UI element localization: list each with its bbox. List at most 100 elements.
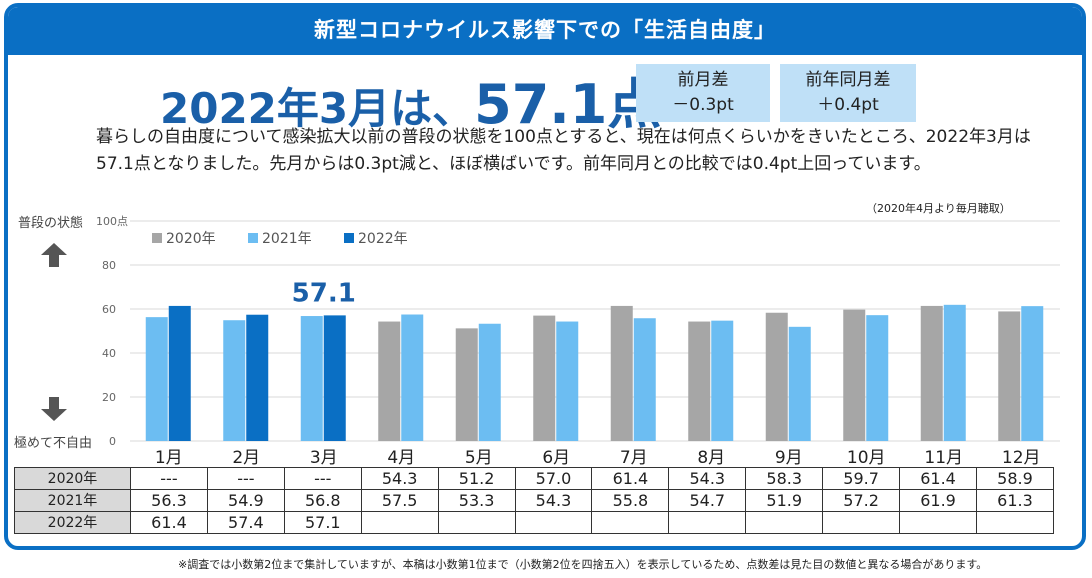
y-axis-ticks: 0 20 40 60 80 100点 (96, 215, 128, 448)
table-cell: 55.8 (591, 489, 670, 512)
footnote: ※調査では小数第2位まで集計していますが、本稿は小数第1位まで（小数第2位を四捨… (178, 558, 988, 571)
x-tick-label: 12月 (1002, 448, 1041, 468)
data-table: 2020年 --- --- --- 54.3 51.2 57.0 61.4 54.3 58.3 59… (14, 467, 1055, 534)
table-cell: --- (206, 467, 285, 490)
bar-2021年-10月 (866, 315, 889, 441)
table-cell: 57.5 (360, 489, 439, 512)
bar-2021年-9月 (788, 326, 811, 441)
table-cell: 56.3 (130, 489, 208, 512)
x-axis-labels: 1月 2月 3月 4月 5月 6月 7月 8月 9月 10月 11月 12月 (155, 448, 1041, 468)
bar-2020年-11月 (920, 305, 943, 441)
x-tick-label: 4月 (387, 448, 415, 468)
table-cell: 58.3 (745, 467, 824, 490)
headline-prefix: 2022年3月は、 (160, 84, 475, 133)
table-cell: 54.9 (206, 489, 285, 512)
bar-2020年-10月 (843, 309, 866, 441)
bar-2021年-8月 (711, 320, 734, 441)
legend-swatch (152, 233, 162, 243)
month-diff-label: 前月差 (677, 70, 729, 90)
legend-swatch (344, 233, 354, 243)
table-cell: 54.3 (668, 467, 747, 490)
x-tick-label: 8月 (697, 448, 725, 468)
bar-2022年-3月 (323, 315, 346, 441)
y-tick-label: 0 (109, 435, 116, 448)
survey-note: （2020年4月より毎月聴取） (866, 202, 1011, 215)
y-tick-label: 20 (102, 391, 116, 404)
bar-2020年-4月 (378, 321, 401, 441)
table-row: 2021年 56.3 54.9 56.8 57.5 53.3 54.3 55.8 54.7 51.… (14, 489, 1055, 512)
bar-2020年-7月 (610, 305, 633, 441)
table-cell (899, 511, 977, 534)
table-cell (745, 511, 824, 534)
y-tick-label: 100点 (96, 215, 128, 228)
headline-value: 57.1点 (474, 73, 662, 136)
chart-grid (130, 220, 1060, 442)
bar-2021年-12月 (1021, 306, 1044, 441)
x-tick-label: 1月 (155, 448, 183, 468)
table-cell: 54.3 (514, 489, 593, 512)
row-header: 2020年 (14, 467, 131, 490)
bar-chart: 0 20 40 60 80 100点 2020年 2021年 2022年 1月 2月 3月 4月 5月… (96, 215, 1060, 468)
table-row: 2020年 --- --- --- 54.3 51.2 57.0 61.4 54.3 58.3 59… (14, 467, 1055, 490)
panel-title: 新型コロナウイルス影響下での「生活自由度」 (8, 7, 1082, 55)
legend-swatch (248, 233, 258, 243)
highlight-label: 57.1 (292, 278, 356, 308)
chart-bars (145, 304, 1044, 441)
bar-2020年-8月 (688, 321, 711, 441)
x-tick-label: 3月 (310, 448, 338, 468)
x-tick-label: 2月 (232, 448, 260, 468)
bar-2021年-4月 (401, 314, 424, 441)
table-cell: 53.3 (437, 489, 516, 512)
bar-2021年-5月 (478, 323, 501, 441)
table-cell: 57.0 (514, 467, 593, 490)
table-cell: 51.9 (745, 489, 824, 512)
table-cell (668, 511, 747, 534)
table-row: 2022年 61.4 57.4 57.1 (14, 511, 1055, 534)
bar-2021年-11月 (943, 304, 966, 441)
legend-label: 2020年 (166, 231, 216, 247)
table-cell: 51.2 (437, 467, 516, 490)
year-diff-value: ＋0.4pt (817, 95, 879, 115)
x-tick-label: 5月 (465, 448, 493, 468)
table-cell: 61.3 (975, 489, 1055, 512)
table-cell: --- (130, 467, 208, 490)
headline: 2022年3月は、57.1点 (160, 60, 661, 139)
table-cell (591, 511, 670, 534)
bar-2021年-7月 (633, 318, 656, 441)
month-diff-box: 前月差 －0.3pt (636, 64, 770, 122)
row-header: 2021年 (14, 489, 131, 512)
bar-2021年-2月 (223, 320, 246, 441)
x-tick-label: 7月 (620, 448, 648, 468)
table-cell: 61.4 (899, 467, 977, 490)
row-header: 2022年 (14, 511, 131, 534)
table-cell: 54.3 (360, 467, 439, 490)
table-cell: 57.4 (206, 511, 285, 534)
month-diff-value: －0.3pt (672, 95, 734, 115)
chart-legend: 2020年 2021年 2022年 (152, 231, 408, 247)
table-cell (360, 511, 439, 534)
bar-2021年-3月 (300, 316, 323, 441)
x-tick-label: 6月 (542, 448, 570, 468)
table-cell: 56.8 (283, 489, 362, 512)
table-cell: 61.4 (130, 511, 208, 534)
label-normal-state: 普段の状態 (18, 216, 84, 231)
label-very-restricted: 極めて不自由 (14, 436, 93, 451)
year-diff-box: 前年同月差 ＋0.4pt (780, 64, 916, 122)
x-tick-label: 11月 (924, 448, 963, 468)
arrow-up-icon (41, 243, 67, 267)
bar-2021年-1月 (145, 317, 168, 441)
x-tick-label: 9月 (775, 448, 803, 468)
arrow-down-icon (41, 397, 67, 421)
table-cell: 57.1 (283, 511, 362, 534)
year-diff-label: 前年同月差 (805, 70, 891, 90)
table-cell (514, 511, 593, 534)
table-cell (822, 511, 901, 534)
table-cell: 61.4 (591, 467, 670, 490)
table-cell: 58.9 (975, 467, 1055, 490)
bar-2022年-1月 (168, 305, 191, 441)
table-cell: 61.9 (899, 489, 977, 512)
bar-2022年-2月 (246, 314, 269, 441)
bar-2021年-6月 (556, 321, 579, 441)
bar-2020年-9月 (765, 312, 788, 441)
bar-2020年-5月 (455, 328, 478, 441)
